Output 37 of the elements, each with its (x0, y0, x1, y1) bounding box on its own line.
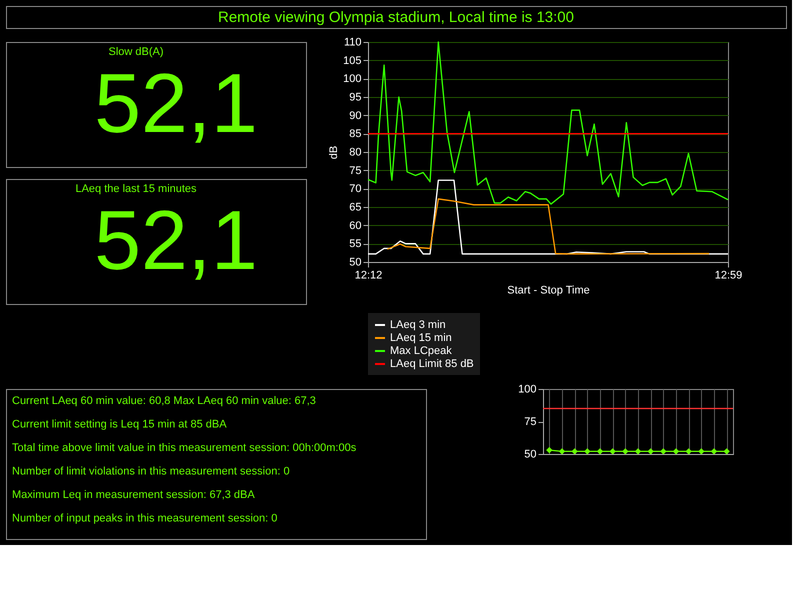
text: 52,1 (94, 56, 258, 150)
text: Number of limit violations in this measurement session: 0 (12, 466, 290, 478)
line-series (386, 198, 710, 255)
y-tick-label: 100 (518, 384, 536, 396)
y-tick-label: 95 (349, 92, 362, 104)
text: 52,1 (94, 193, 258, 287)
y-tick-label: 75 (524, 416, 536, 428)
y-tick-label: 65 (349, 202, 362, 214)
text: Current LAeq 60 min value: 60,8 Max LAeq 60 min value: 67,3 (12, 395, 316, 407)
legend-label: Max LCpeak (390, 345, 452, 357)
text: Total time above limit value in this measurement session: 00h:00m:00s (12, 442, 357, 454)
y-axis-title: dB (328, 146, 340, 160)
legend-label: LAeq 15 min (390, 332, 452, 344)
y-tick-label: 50 (524, 448, 536, 460)
y-tick-label: 55 (349, 238, 362, 250)
text: Current limit setting is Leq 15 min at 85 dBA (12, 418, 228, 430)
y-tick-label: 105 (343, 54, 362, 67)
y-tick-label: 75 (349, 164, 362, 177)
y-tick-label: 100 (343, 73, 362, 86)
y-tick-label: 60 (349, 220, 362, 232)
legend-label: LAeq Limit 85 dB (390, 358, 474, 370)
text: Number of input peaks in this measurement session: 0 (12, 512, 278, 524)
x-tick-label: 12:59 (714, 270, 742, 282)
y-tick-label: 80 (349, 146, 362, 158)
y-tick-label: 70 (349, 183, 362, 196)
text: Maximum Leq in measurement session: 67,3 dBA (12, 489, 256, 501)
line-series (367, 41, 729, 205)
y-tick-label: 110 (344, 36, 362, 48)
y-tick-label: 50 (349, 256, 362, 268)
text: Slow dB(A) (108, 46, 164, 58)
y-tick-label: 90 (349, 110, 362, 122)
text: Remote viewing Olympia stadium, Local time is 13:00 (218, 9, 574, 26)
legend-label: LAeq 3 min (390, 319, 446, 331)
y-tick-label: 85 (349, 128, 362, 140)
text: LAeq the last 15 minutes (75, 183, 198, 195)
x-tick-label: 12:12 (354, 270, 382, 282)
x-axis-title: Start - Stop Time (507, 284, 590, 296)
